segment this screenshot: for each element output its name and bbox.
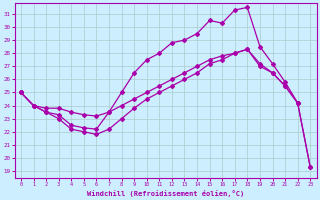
X-axis label: Windchill (Refroidissement éolien,°C): Windchill (Refroidissement éolien,°C) — [87, 190, 244, 197]
